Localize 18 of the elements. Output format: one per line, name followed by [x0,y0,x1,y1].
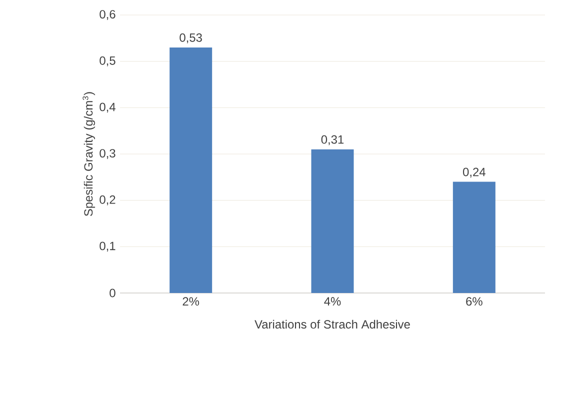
x-tick-label: 4% [324,297,341,306]
x-tick-label: 2% [182,297,200,306]
y-tick-label: 0 [110,288,116,298]
y-tick-label: 0,4 [100,102,116,113]
bar [452,182,496,293]
data-label: 0,31 [321,135,344,146]
y-tick-label: 0,2 [100,195,116,206]
y-axis-title: Spesific Gravity (g/cm$^{3}$) [82,92,96,216]
bar [311,149,354,293]
y-tick-label: 0,6 [100,10,116,20]
x-axis-title: Variations of Strach Adhesive [254,320,410,329]
bar [170,47,212,293]
y-tick-label: 0,5 [100,56,116,66]
data-label: 0,24 [463,168,486,178]
y-tick-label: 0,1 [100,242,116,252]
data-label: 0,53 [180,33,202,44]
x-tick-label: 6% [466,297,482,306]
y-tick-label: 0,3 [100,149,116,159]
